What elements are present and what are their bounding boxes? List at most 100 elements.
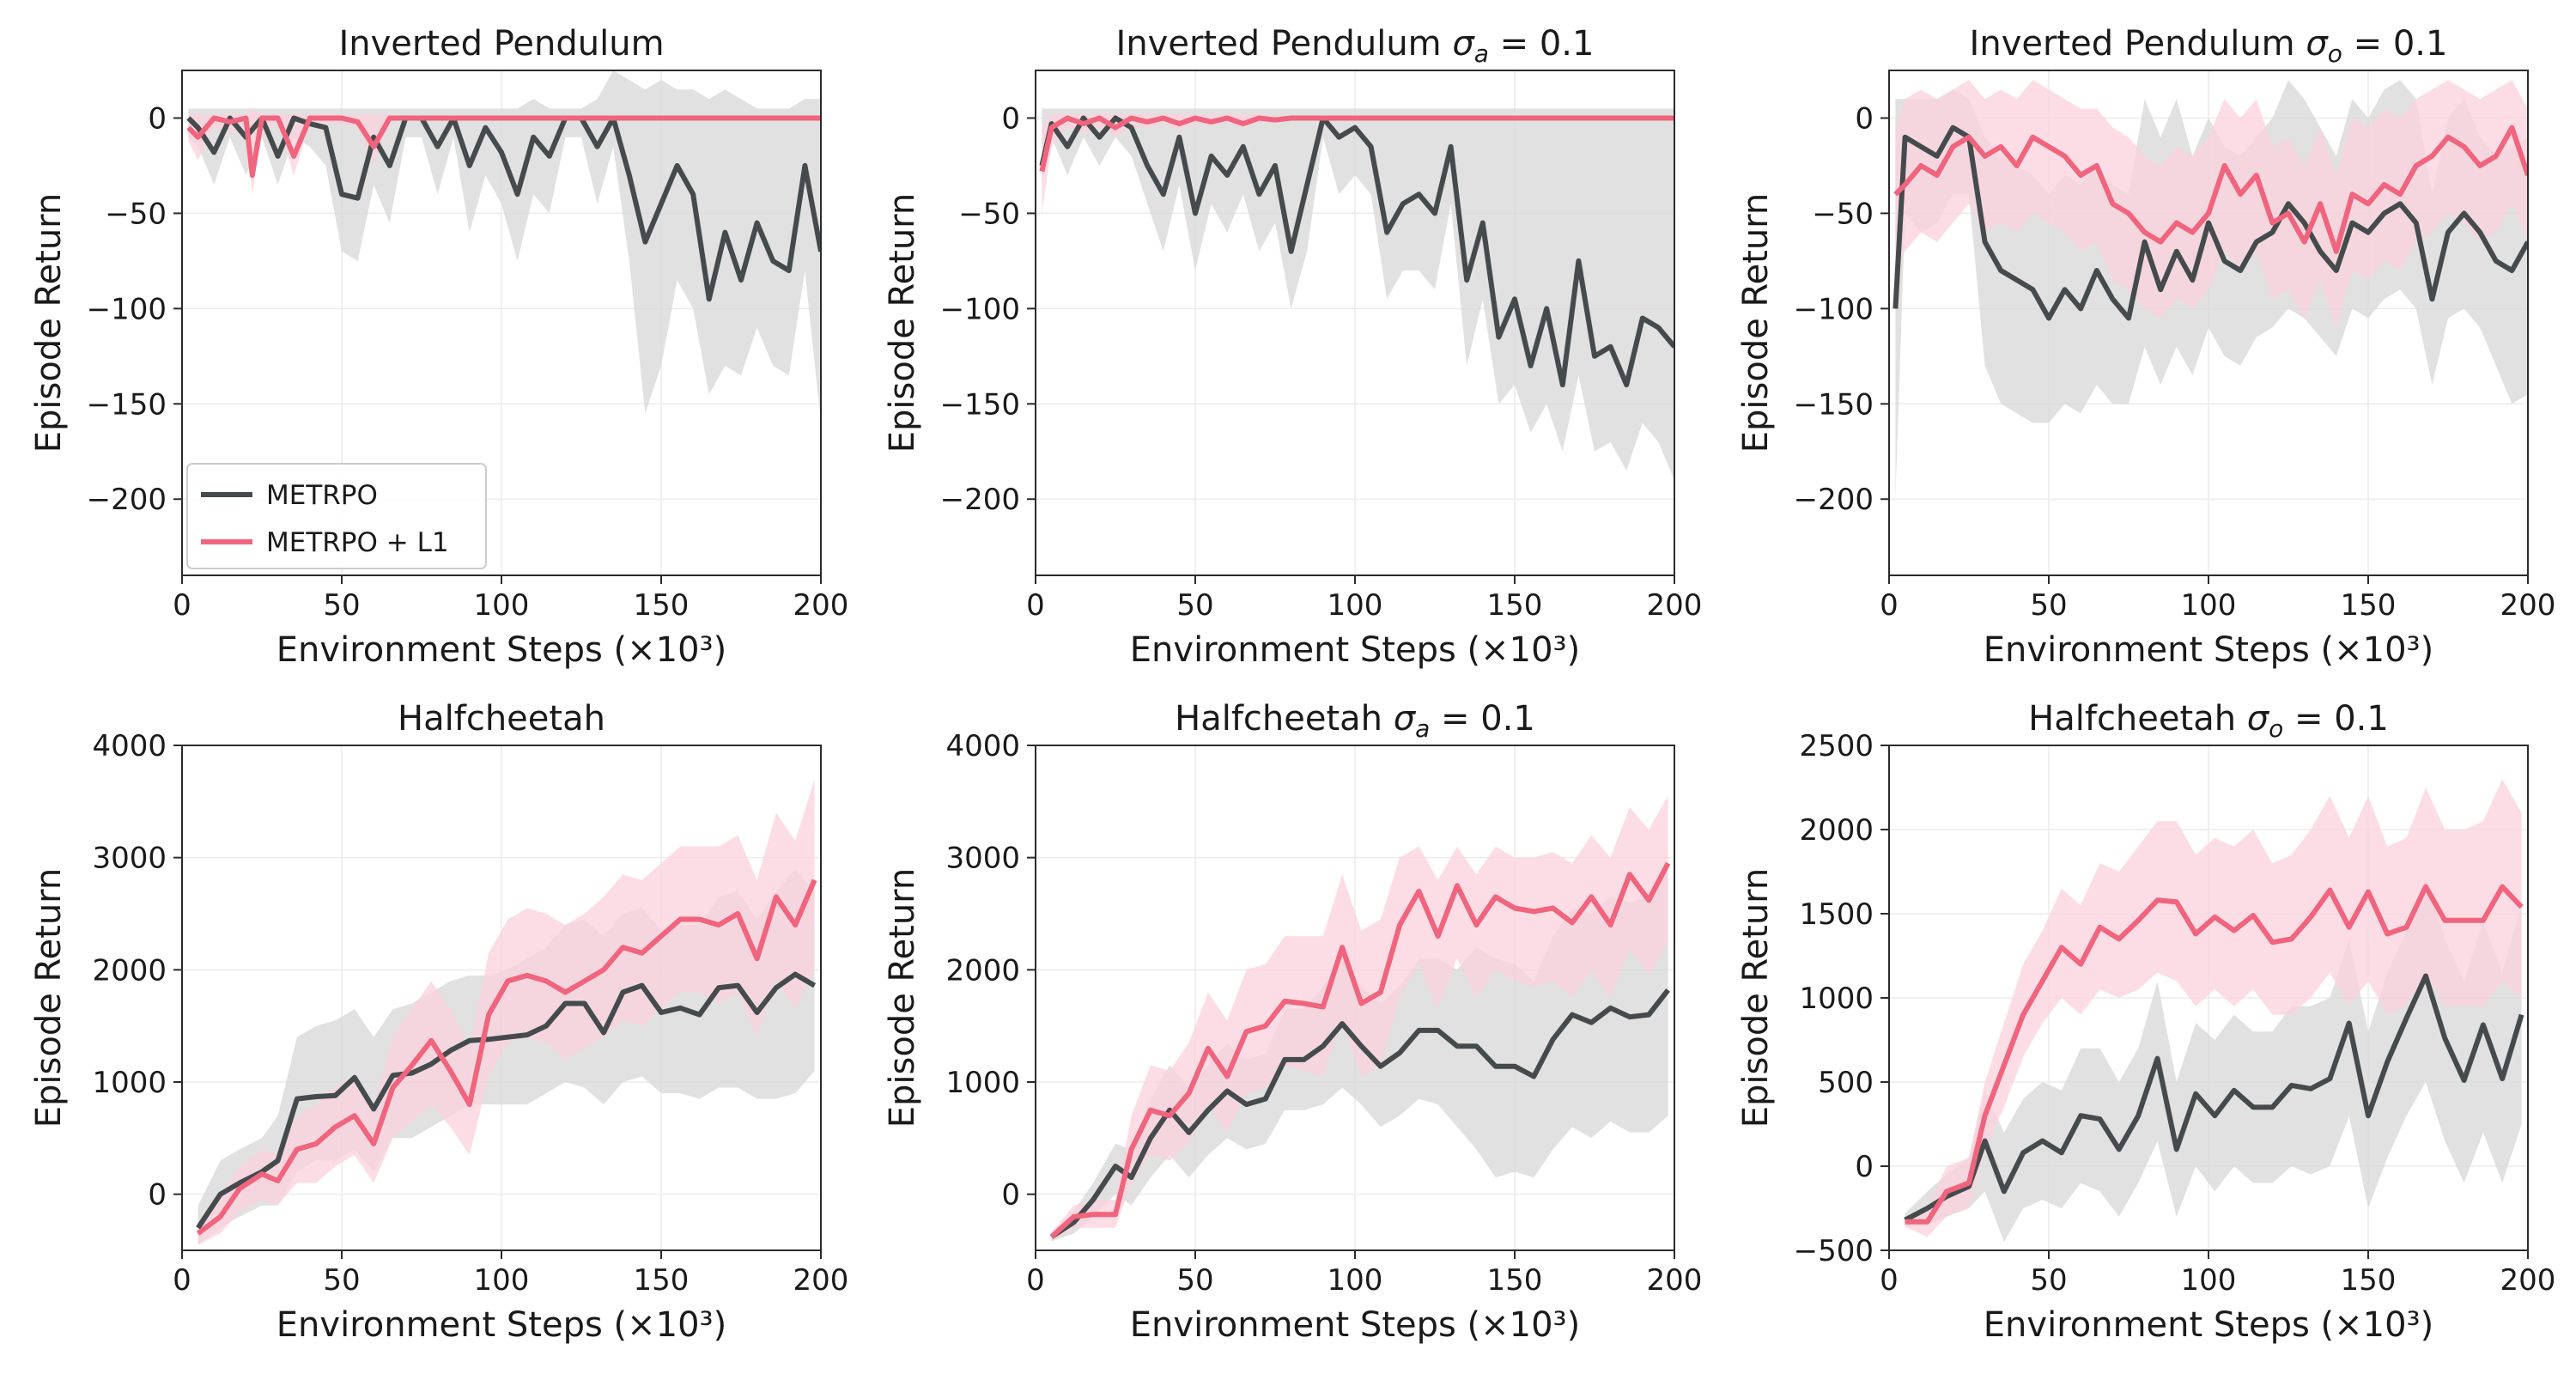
y-tick-label: −500 [1794, 1234, 1874, 1268]
y-tick-label: 2500 [1799, 729, 1874, 763]
x-tick-label: 0 [1026, 1263, 1045, 1298]
chart-panel-4: 0 50 100 150 20001000200030004000Halfcheetah… [29, 699, 848, 1345]
sigma-symbol: σ [1394, 699, 1417, 739]
sigma-symbol: σ [2247, 699, 2270, 739]
x-tick-label: 200 [1647, 1263, 1703, 1298]
series-line-metrpo [186, 115, 821, 302]
chart-title-sigma [2236, 699, 2247, 739]
chart-title-text: Halfcheetah [398, 699, 605, 739]
chart-title: Inverted Pendulum σo = 0.1 [1970, 24, 2448, 68]
y-tick-label: 0 [148, 101, 167, 136]
sigma-subscript: o [2269, 714, 2283, 743]
x-tick-label: 150 [634, 588, 690, 623]
x-tick-label: 150 [634, 1263, 690, 1298]
y-tick-label: 1000 [92, 1066, 167, 1100]
y-tick-label: −200 [1794, 483, 1874, 517]
series-line-metrpo [196, 971, 817, 1230]
chart-title: Halfcheetah σa = 0.1 [1175, 699, 1535, 743]
y-tick-label: −150 [87, 387, 167, 422]
x-axis-label: Environment Steps (×10³) [1984, 1305, 2433, 1345]
chart-title-sigma [1382, 699, 1394, 739]
plot-area [1039, 108, 1674, 481]
chart-title-text: Halfcheetah [1175, 699, 1382, 739]
x-tick-label: 0 [173, 588, 191, 623]
series-line-metrpo-l1 [1905, 884, 2524, 1225]
chart-title-text: Inverted Pendulum [1970, 24, 2295, 64]
y-tick-label: 4000 [92, 729, 167, 763]
chart-title-text: Inverted Pendulum [338, 24, 664, 64]
y-axis-label: Episode Return [29, 868, 69, 1128]
sigma-value: = 0.1 [1489, 24, 1595, 64]
y-tick-label: 3000 [92, 842, 167, 876]
y-axis-label: Episode Return [883, 193, 922, 453]
series-line-metrpo-l1 [1049, 861, 1671, 1239]
y-tick-label: 3000 [945, 842, 1020, 876]
chart-panel-6: 0 50 100 150 200−50005001000150020002500Half… [1736, 699, 2555, 1345]
x-tick-label: 0 [173, 1263, 191, 1298]
chart-title-text: Halfcheetah [2028, 699, 2236, 739]
sigma-value: = 0.1 [2283, 699, 2389, 739]
x-tick-label: 150 [2341, 588, 2397, 623]
x-tick-label: 200 [793, 1263, 849, 1298]
y-tick-label: 0 [1855, 1150, 1874, 1184]
chart-title: Inverted Pendulum σa = 0.1 [1116, 24, 1595, 68]
x-tick-label: 200 [2500, 1263, 2556, 1298]
y-tick-label: 4000 [945, 729, 1020, 763]
y-tick-label: 2000 [1799, 813, 1874, 848]
chart-title-sigma [1442, 24, 1453, 64]
x-tick-label: 200 [1647, 588, 1703, 623]
y-tick-label: −100 [1794, 292, 1874, 326]
x-tick-label: 50 [1176, 1263, 1213, 1298]
y-tick-label: 0 [1001, 1178, 1020, 1213]
y-tick-label: 1500 [1799, 897, 1874, 932]
series-line-metrpo [1049, 988, 1670, 1239]
y-tick-label: 2000 [945, 953, 1020, 988]
chart-panel-5: 0 50 100 150 20001000200030004000Halfcheetah… [883, 699, 1702, 1345]
x-tick-label: 50 [2030, 1263, 2067, 1298]
sigma-symbol: σ [2306, 24, 2329, 64]
confidence-band-metrpo [188, 70, 821, 423]
x-tick-label: 0 [1026, 588, 1045, 623]
chart-title-sigma [2295, 24, 2306, 64]
x-tick-label: 100 [474, 588, 530, 623]
plot-area [1904, 779, 2524, 1243]
sigma-value: = 0.1 [1430, 699, 1535, 739]
series-line-metrpo-l1 [1039, 115, 1674, 173]
y-tick-label: −200 [87, 483, 167, 517]
x-tick-label: 100 [2181, 588, 2237, 623]
chart-panel-1: 0 50 100 150 200 0 −50 −100 −150 −200 Inverted Pen… [29, 24, 848, 670]
x-tick-label: 150 [1487, 1263, 1543, 1298]
y-tick-label: −200 [940, 483, 1020, 517]
y-tick-label: −100 [940, 292, 1020, 326]
legend: METRPO METRPO + L1 [186, 463, 487, 569]
x-tick-label: 100 [1327, 588, 1383, 623]
y-tick-label: 2000 [92, 953, 167, 988]
plot-area [186, 70, 821, 423]
chart-panel-3: 0 50 100 150 200 0 −50 −100 −150 −200 Inverted Pen… [1736, 24, 2555, 670]
series-line-metrpo [1904, 973, 2524, 1223]
y-tick-label: 0 [1001, 101, 1020, 136]
x-tick-label: 200 [793, 588, 849, 623]
x-axis-label: Environment Steps (×10³) [1130, 630, 1580, 670]
y-tick-label: 0 [1855, 101, 1874, 136]
x-tick-label: 50 [2030, 588, 2067, 623]
x-tick-label: 0 [1880, 1263, 1899, 1298]
y-tick-label: −150 [1794, 387, 1874, 422]
x-tick-label: 150 [1487, 588, 1543, 623]
x-tick-label: 50 [323, 588, 360, 623]
x-tick-label: 100 [474, 1263, 530, 1298]
chart-title: Halfcheetah [398, 699, 605, 739]
series-line-metrpo [1039, 115, 1674, 388]
plot-area [1893, 80, 2528, 500]
y-tick-label: −100 [87, 292, 167, 326]
sigma-subscript: a [1474, 40, 1489, 68]
series-line-metrpo-l1 [196, 879, 817, 1236]
sigma-value: = 0.1 [2342, 24, 2448, 64]
legend-box [186, 463, 487, 569]
x-axis-label: Environment Steps (×10³) [276, 1305, 726, 1345]
y-axis-label: Episode Return [1736, 193, 1776, 453]
x-axis-label: Environment Steps (×10³) [276, 630, 726, 670]
y-tick-label: −50 [1812, 197, 1874, 231]
plot-area [1049, 795, 1671, 1242]
y-axis-label: Episode Return [1736, 868, 1776, 1128]
